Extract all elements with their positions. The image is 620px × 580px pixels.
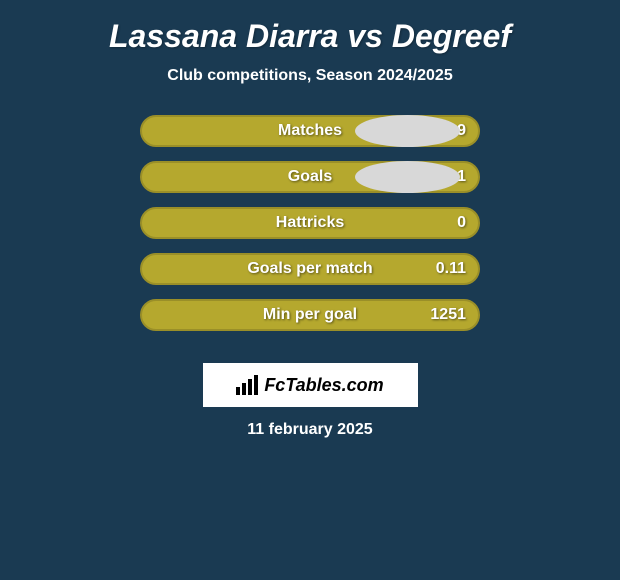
page-title: Lassana Diarra vs Degreef [109, 18, 511, 55]
logo-text: FcTables.com [264, 375, 383, 396]
stat-row: Goals1 [140, 161, 480, 193]
logo-bar-segment [248, 379, 252, 395]
stat-value: 0 [457, 214, 466, 232]
stat-row: Hattricks 0 [140, 207, 480, 239]
stat-label: Goals [288, 168, 332, 186]
stat-label: Goals per match [247, 260, 372, 278]
right-ellipse [355, 161, 460, 193]
logo-bar-segment [254, 375, 258, 395]
logo-box: FcTables.com [203, 363, 418, 407]
stat-label: Hattricks [276, 214, 344, 232]
stat-label: Matches [278, 122, 342, 140]
stat-value: 0.11 [436, 260, 466, 278]
logo-bar-segment [242, 383, 246, 395]
stat-bar: Goals per match 0.11 [140, 253, 480, 285]
stat-label: Min per goal [263, 306, 357, 324]
right-ellipse [355, 115, 460, 147]
stat-row: Goals per match 0.11 [140, 253, 480, 285]
stat-row: Min per goal 1251 [140, 299, 480, 331]
stat-row: Matches9 [140, 115, 480, 147]
main-container: Lassana Diarra vs Degreef Club competiti… [0, 0, 620, 449]
stats-container: Matches9 Goals1 Hattricks 0 Goals per match 0… [140, 115, 480, 345]
stat-bar: Hattricks 0 [140, 207, 480, 239]
stat-bar: Min per goal 1251 [140, 299, 480, 331]
stat-value: 1251 [430, 306, 466, 324]
date-text: 11 february 2025 [247, 421, 372, 439]
subtitle: Club competitions, Season 2024/2025 [167, 67, 452, 85]
bar-chart-icon [236, 375, 258, 395]
logo-bar-segment [236, 387, 240, 395]
